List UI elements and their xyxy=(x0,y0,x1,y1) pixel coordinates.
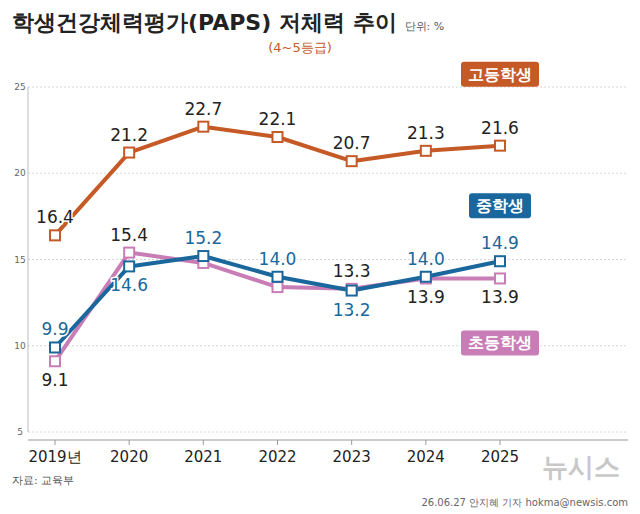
y-tick-label: 5 xyxy=(17,427,23,437)
x-tick-label: 2025 xyxy=(481,448,519,466)
marker xyxy=(495,273,505,283)
background xyxy=(0,0,640,514)
series-label-box xyxy=(461,62,539,87)
data-label: 22.1 xyxy=(259,109,297,129)
x-tick xyxy=(203,440,204,445)
data-label: 22.7 xyxy=(184,99,222,119)
series-line xyxy=(55,256,500,347)
grid-line xyxy=(28,87,628,88)
data-label: 20.7 xyxy=(333,133,371,153)
x-tick xyxy=(500,440,501,445)
x-tick-label: 2019년 xyxy=(28,448,81,466)
source: 자료: 교육부 xyxy=(12,474,74,487)
plot-area xyxy=(50,122,505,367)
x-tick xyxy=(277,440,278,445)
x-tick-label: 2022 xyxy=(258,448,296,466)
data-label: 14.0 xyxy=(407,249,445,269)
series-label-box xyxy=(469,193,531,218)
y-tick-label: 10 xyxy=(14,341,26,351)
x-tick-label: 2021 xyxy=(184,448,222,466)
marker xyxy=(198,122,208,132)
series-label: 초등학생 xyxy=(461,330,539,355)
data-label: 13.9 xyxy=(407,287,445,307)
marker xyxy=(273,272,283,282)
data-label: 21.2 xyxy=(110,125,148,145)
y-tick-label: 20 xyxy=(14,168,26,178)
y-tick-label: 15 xyxy=(14,255,25,265)
data-label: 14.6 xyxy=(110,275,148,295)
series-label-text: 초등학생 xyxy=(468,333,532,352)
series-line xyxy=(55,253,500,362)
x-tick-label: 2020 xyxy=(110,448,148,466)
grid-line xyxy=(28,259,628,260)
x-tick xyxy=(425,440,426,445)
title: 학생건강체력평가(PAPS) 저체력 추이 xyxy=(12,10,397,35)
marker xyxy=(198,251,208,261)
data-label: 9.1 xyxy=(41,370,68,390)
data-label: 14.0 xyxy=(259,249,297,269)
unit: 단위: % xyxy=(405,20,445,33)
x-tick xyxy=(351,440,352,445)
x-tick xyxy=(55,440,56,445)
data-label: 13.9 xyxy=(481,287,519,307)
series-label-text: 중학생 xyxy=(476,196,524,215)
marker xyxy=(124,148,134,158)
data-label: 21.6 xyxy=(481,118,519,138)
marker xyxy=(347,286,357,296)
series-label: 중학생 xyxy=(469,193,531,218)
marker xyxy=(124,261,134,271)
data-labels: 16.4 21.2 22.7 22.1 20.7 21.3 21.6 9.9 14.6 15.2 1… xyxy=(36,99,519,391)
marker xyxy=(421,146,431,156)
series-label-text: 고등학생 xyxy=(468,65,532,84)
marker xyxy=(495,141,505,151)
data-label: 21.3 xyxy=(407,123,445,143)
marker xyxy=(273,282,283,292)
grid-line xyxy=(28,173,628,174)
x-axis-line xyxy=(28,440,628,441)
data-label: 13.3 xyxy=(333,261,371,281)
marker xyxy=(495,256,505,266)
marker xyxy=(50,342,60,352)
x-tick-label: 2023 xyxy=(333,448,371,466)
data-label: 13.2 xyxy=(333,300,371,320)
data-label: 16.4 xyxy=(36,207,74,227)
x-tick xyxy=(129,440,130,445)
marker xyxy=(50,230,60,240)
marker xyxy=(50,356,60,366)
grid-line xyxy=(28,432,628,433)
series-label: 고등학생 xyxy=(461,62,539,87)
watermark: 뉴시스 xyxy=(542,452,620,482)
subtitle: (4~5등급) xyxy=(268,40,332,55)
data-label: 9.9 xyxy=(41,319,68,339)
x-tick-label: 2024 xyxy=(407,448,445,466)
data-label: 15.4 xyxy=(110,225,148,245)
marker xyxy=(421,272,431,282)
y-axis-line xyxy=(28,87,29,432)
credit: 26.06.27 안지혜 기자 hokma@newsis.com xyxy=(421,497,628,508)
marker xyxy=(273,132,283,142)
chart: 학생건강체력평가(PAPS) 저체력 추이 단위: % (4~5등급) 5 10 15 20… xyxy=(0,0,640,514)
y-axis: 5 10 15 20 25 xyxy=(14,82,628,440)
data-label: 14.9 xyxy=(481,233,519,253)
series-label-box xyxy=(461,330,539,355)
marker xyxy=(347,156,357,166)
y-tick-label: 25 xyxy=(14,82,25,92)
data-label: 15.2 xyxy=(184,228,222,248)
marker xyxy=(124,248,134,258)
